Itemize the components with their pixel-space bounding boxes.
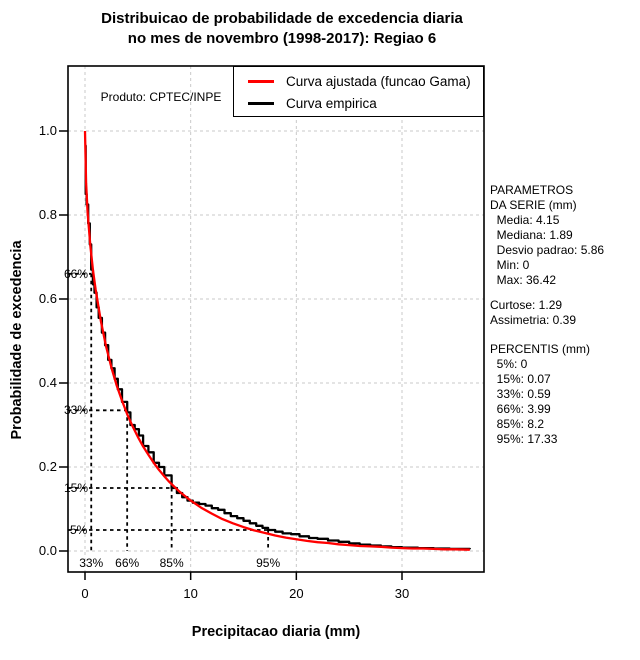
percentile-left-label: 33% (64, 403, 89, 418)
stats-line: 5%: 0 (490, 357, 528, 371)
stats-line: 85%: 8.2 (490, 417, 545, 431)
y-tick-label: 0.0 (38, 543, 57, 558)
legend-entry-label: Curva ajustada (funcao Gama) (286, 73, 471, 89)
legend-line-swatch (248, 101, 274, 105)
legend: Curva ajustada (funcao Gama) Curva empiri… (233, 66, 484, 117)
percentile-bottom-label: 66% (115, 556, 140, 570)
y-tick-label: 1.0 (38, 123, 57, 138)
y-axis-title: Probabilidade de excedencia (9, 240, 25, 440)
x-axis-title: Precipitacao diaria (mm) (191, 624, 361, 640)
y-tick-label: 0.8 (38, 207, 57, 222)
stats-block: Curtose: 1.29 Assimetria: 0.39 (490, 298, 604, 328)
stats-block: PERCENTIS (mm) 5%: 0 15%: 0.07 33%: 0.59… (490, 342, 604, 447)
stats-line: 15%: 0.07 (490, 372, 551, 386)
y-tick-label: 0.2 (38, 459, 57, 474)
stats-line: Min: 0 (490, 258, 530, 272)
x-tick-label: 0 (81, 586, 89, 601)
percentile-bottom-label: 95% (256, 556, 281, 570)
stats-line: Max: 36.42 (490, 273, 557, 287)
x-tick-label: 30 (394, 586, 410, 601)
chart-title: Distribuicao de probabilidade de exceden… (62, 9, 502, 49)
chart-title-line2: no mes de novembro (1998-2017): Regiao 6 (127, 30, 437, 47)
legend-line-swatch (248, 79, 274, 83)
stats-line: Curtose: 1.29 (490, 298, 563, 312)
empirical-curve (84, 144, 471, 551)
y-tick-label: 0.6 (38, 291, 57, 306)
stats-block: PARAMETROS DA SERIE (mm) Media: 4.15 Medi… (490, 183, 604, 288)
stats-panel: PARAMETROS DA SERIE (mm) Media: 4.15 Medi… (490, 183, 604, 447)
stats-line: PERCENTIS (mm) (490, 342, 590, 356)
stats-line: PARAMETROS (490, 183, 574, 197)
stats-line: Assimetria: 0.39 (490, 313, 577, 327)
stats-line: Desvio padrao: 5.86 (490, 243, 605, 257)
chart-title-line1: Distribuicao de probabilidade de exceden… (101, 10, 463, 27)
percentile-bottom-label: 33% (79, 556, 104, 570)
product-annotation: Produto: CPTEC/INPE (100, 90, 222, 104)
legend-rows: Curva ajustada (funcao Gama) Curva empiri… (234, 70, 483, 114)
percentile-left-label: 5% (70, 523, 88, 537)
stats-line: Media: 4.15 (490, 213, 560, 227)
legend-entry: Curva empirica (234, 92, 483, 114)
percentile-left-label: 66% (64, 266, 89, 281)
stats-line: 33%: 0.59 (490, 387, 551, 401)
percentile-bottom-label: 85% (159, 556, 184, 570)
legend-entry: Curva ajustada (funcao Gama) (234, 70, 483, 92)
stats-line: 95%: 17.33 (490, 432, 558, 446)
y-tick-label: 0.4 (38, 375, 57, 390)
stats-line: 66%: 3.99 (490, 402, 551, 416)
stats-line: DA SERIE (mm) (490, 198, 577, 212)
stats-line: Mediana: 1.89 (490, 228, 573, 242)
plot-box (67, 65, 485, 573)
x-tick-label: 10 (183, 586, 198, 601)
fitted-curve (83, 130, 470, 551)
x-tick-label: 20 (289, 586, 304, 601)
legend-entry-label: Curva empirica (286, 95, 377, 111)
percentile-left-label: 15% (64, 481, 89, 495)
